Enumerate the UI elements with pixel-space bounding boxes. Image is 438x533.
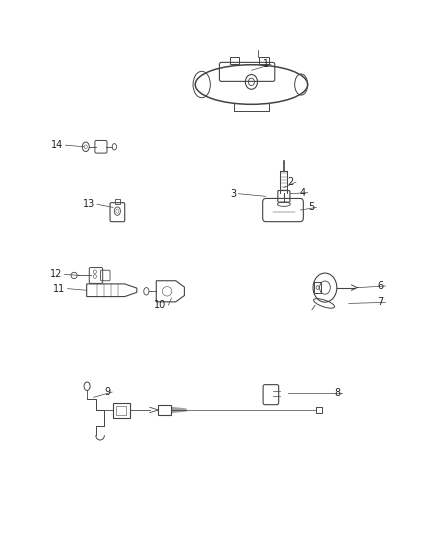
Text: 4: 4 <box>299 188 305 198</box>
Text: 1: 1 <box>263 60 269 69</box>
Text: 7: 7 <box>377 297 383 308</box>
Text: 2: 2 <box>288 177 294 187</box>
Polygon shape <box>171 407 187 413</box>
Text: 8: 8 <box>334 388 340 398</box>
Bar <box>115 199 120 204</box>
Text: 12: 12 <box>50 269 63 279</box>
Text: 10: 10 <box>154 300 166 310</box>
Bar <box>259 57 269 64</box>
Text: 13: 13 <box>83 199 95 209</box>
Bar <box>113 403 131 418</box>
Text: 6: 6 <box>377 281 383 291</box>
Text: 5: 5 <box>308 203 314 213</box>
Text: 9: 9 <box>104 387 110 397</box>
Bar <box>314 282 321 293</box>
Bar <box>116 406 127 415</box>
Text: 14: 14 <box>51 140 64 150</box>
Bar <box>230 57 239 64</box>
Text: 11: 11 <box>53 284 66 294</box>
Bar <box>159 405 171 415</box>
Text: 3: 3 <box>230 189 236 199</box>
Bar <box>316 407 322 413</box>
